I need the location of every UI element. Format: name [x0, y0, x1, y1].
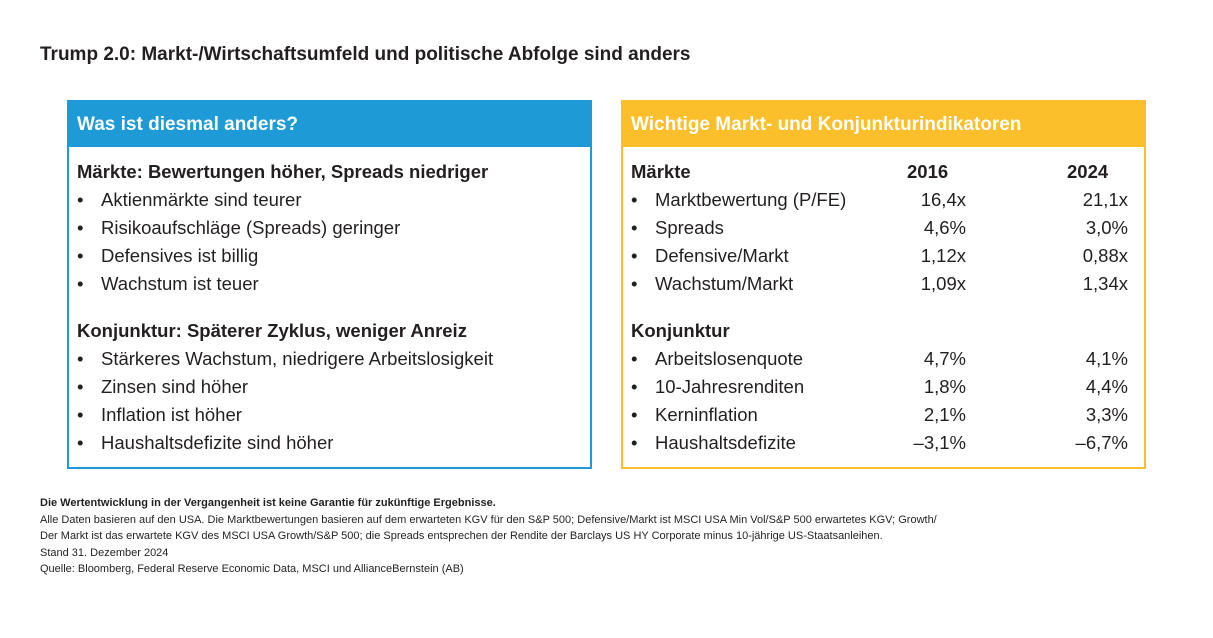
table-row: • Arbeitslosenquote 4,7% 4,1% — [631, 345, 1136, 373]
footnote-line: Quelle: Bloomberg, Federal Reserve Econo… — [40, 563, 464, 575]
section-title: Märkte: Bewertungen höher, Spreads niedr… — [77, 161, 489, 182]
bullet: • — [77, 404, 84, 425]
table-row: • Marktbewertung (P/FE) 16,4x 21,1x — [631, 186, 1136, 214]
item-label: Risikoaufschläge (Spreads) geringer — [101, 217, 401, 238]
list-item: • Risikoaufschläge (Spreads) geringer — [77, 214, 582, 242]
item-label: Inflation ist höher — [101, 404, 242, 425]
table-row: • Defensive/Markt 1,12x 0,88x — [631, 242, 1136, 270]
indicator-label: Kerninflation — [655, 404, 758, 425]
indicator-label: Spreads — [655, 217, 724, 238]
table-row: • Wachstum/Markt 1,09x 1,34x — [631, 270, 1136, 298]
panel-header: Was ist diesmal anders? — [69, 102, 590, 147]
indicators-panel: Wichtige Markt- und Konjunkturindikatore… — [621, 100, 1146, 469]
section-title: Konjunktur — [631, 320, 730, 341]
section-header-row: Konjunktur — [631, 317, 1136, 345]
list-item: • Haushaltsdefizite sind höher — [77, 429, 582, 457]
value-2016: 1,12x — [920, 245, 966, 266]
indicator-label: Marktbewertung (P/FE) — [655, 189, 847, 210]
footnotes: Die Wertentwicklung in der Vergangenheit… — [40, 495, 937, 578]
item-label: Zinsen sind höher — [101, 376, 249, 397]
bullet: • — [77, 245, 84, 266]
bullet: • — [77, 189, 84, 210]
bullet: • — [631, 376, 638, 397]
item-label: Haushaltsdefizite sind höher — [101, 432, 334, 453]
list-item: • Stärkeres Wachstum, niedrigere Arbeitsl… — [77, 345, 582, 373]
bullet: • — [631, 189, 638, 210]
value-2016: 1,8% — [923, 376, 966, 397]
page-title: Trump 2.0: Markt-/Wirtschaftsumfeld und … — [40, 44, 691, 65]
differences-panel: Was ist diesmal anders? Märkte: Bewertun… — [67, 100, 592, 469]
bullet: • — [77, 348, 84, 369]
bullet: • — [631, 432, 638, 453]
item-label: Wachstum ist teuer — [101, 273, 259, 294]
value-2024: 0,88x — [1082, 245, 1128, 266]
list-item: • Aktienmärkte sind teurer — [77, 186, 582, 214]
value-2024: –6,7% — [1075, 432, 1128, 453]
indicator-label: Wachstum/Markt — [655, 273, 794, 294]
section-header-row: Märkte 2016 2024 — [631, 158, 1136, 186]
bullet: • — [77, 432, 84, 453]
value-2024: 4,1% — [1085, 348, 1128, 369]
bullet: • — [631, 404, 638, 425]
value-2016: –3,1% — [913, 432, 966, 453]
value-2024: 3,3% — [1085, 404, 1128, 425]
column-header-2016: 2016 — [907, 161, 949, 182]
bullet: • — [631, 217, 638, 238]
value-2024: 21,1x — [1082, 189, 1128, 210]
list-item: • Zinsen sind höher — [77, 373, 582, 401]
table-row: • 10-Jahresrenditen 1,8% 4,4% — [631, 373, 1136, 401]
footnote-line: Der Markt ist das erwartete KGV des MSCI… — [40, 530, 883, 542]
bullet: • — [631, 348, 638, 369]
value-2024: 3,0% — [1085, 217, 1128, 238]
value-2016: 16,4x — [920, 189, 966, 210]
value-2016: 4,7% — [923, 348, 966, 369]
value-2016: 1,09x — [920, 273, 966, 294]
table-row: • Kerninflation 2,1% 3,3% — [631, 401, 1136, 429]
indicator-label: 10-Jahresrenditen — [655, 376, 805, 397]
panel-header: Wichtige Markt- und Konjunkturindikatore… — [623, 102, 1144, 147]
value-2024: 4,4% — [1085, 376, 1128, 397]
table-row: • Spreads 4,6% 3,0% — [631, 214, 1136, 242]
value-2024: 1,34x — [1082, 273, 1128, 294]
list-item: • Defensives ist billig — [77, 242, 582, 270]
list-item: • Wachstum ist teuer — [77, 270, 582, 298]
indicator-label: Defensive/Markt — [655, 245, 789, 266]
footnote-line: Alle Daten basieren auf den USA. Die Mar… — [40, 513, 937, 526]
item-label: Aktienmärkte sind teurer — [101, 189, 302, 210]
footnote-line: Stand 31. Dezember 2024 — [40, 546, 169, 559]
list-item: • Inflation ist höher — [77, 401, 582, 429]
section-title: Konjunktur: Späterer Zyklus, weniger Anr… — [77, 320, 467, 341]
value-2016: 4,6% — [923, 217, 966, 238]
item-label: Stärkeres Wachstum, niedrigere Arbeitslo… — [101, 348, 494, 369]
disclaimer: Die Wertentwicklung in der Vergangenheit… — [40, 497, 496, 509]
bullet: • — [77, 376, 84, 397]
bullet: • — [77, 217, 84, 238]
section-title: Märkte — [631, 161, 691, 182]
bullet: • — [77, 273, 84, 294]
item-label: Defensives ist billig — [101, 245, 259, 266]
indicator-label: Arbeitslosenquote — [655, 348, 804, 369]
bullet: • — [631, 273, 638, 294]
value-2016: 2,1% — [923, 404, 966, 425]
column-header-2024: 2024 — [1067, 161, 1109, 182]
indicator-label: Haushaltsdefizite — [655, 432, 796, 453]
table-row: • Haushaltsdefizite –3,1% –6,7% — [631, 429, 1136, 457]
bullet: • — [631, 245, 638, 266]
